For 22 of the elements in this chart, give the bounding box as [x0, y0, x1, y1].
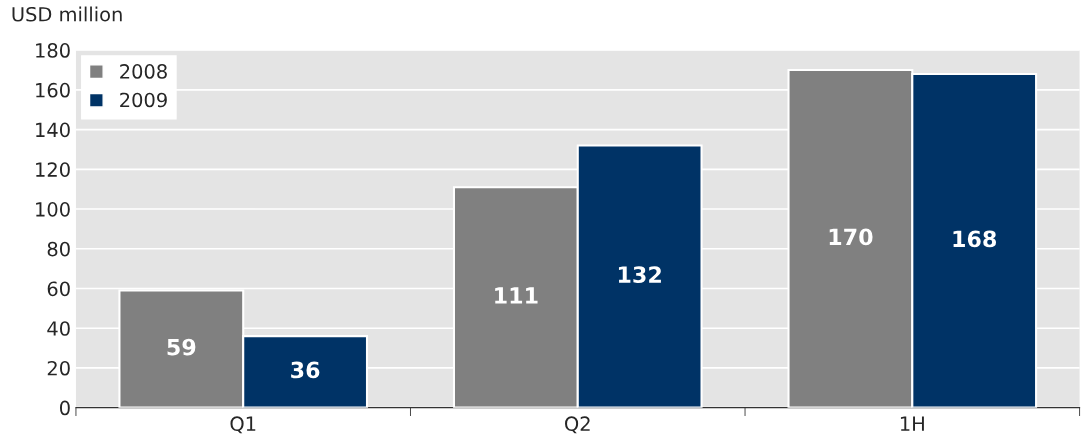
x-tick-label: Q2 — [565, 416, 590, 434]
data-label: 132 — [618, 266, 661, 284]
y-tick-label: 60 — [47, 281, 70, 297]
data-label: 111 — [495, 287, 538, 304]
y-tick-label: 80 — [47, 241, 70, 257]
data-label: 170 — [829, 228, 873, 246]
y-tick-label: 0 — [60, 400, 70, 416]
y-tick-label: 180 — [36, 43, 70, 58]
y-tick-label: 100 — [36, 201, 70, 217]
x-tick-label: Q1 — [230, 416, 256, 434]
y-tick-label: 20 — [47, 360, 70, 376]
x-tick-label: 1H — [900, 416, 924, 431]
y-axis-title: USD million — [12, 6, 122, 22]
y-tick-label: 120 — [36, 162, 70, 177]
data-label: 168 — [953, 230, 997, 248]
y-tick-label: 140 — [36, 122, 70, 138]
legend-label: 2009 — [120, 92, 167, 108]
legend-label: 2008 — [120, 64, 167, 79]
data-label: 36 — [291, 361, 320, 379]
data-label: 59 — [167, 338, 196, 356]
y-tick-label: 40 — [47, 321, 70, 336]
y-tick-label: 160 — [36, 82, 70, 98]
